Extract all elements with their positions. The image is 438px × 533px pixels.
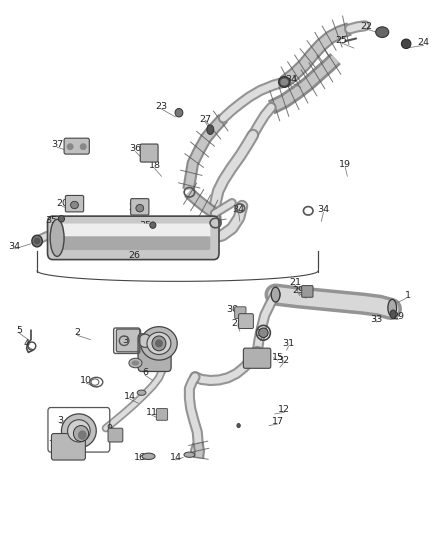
Text: 11: 11 xyxy=(145,408,158,417)
Text: 20: 20 xyxy=(128,203,140,212)
Text: 5: 5 xyxy=(16,326,22,335)
Text: 34: 34 xyxy=(233,205,245,214)
Ellipse shape xyxy=(50,219,64,256)
Ellipse shape xyxy=(80,143,87,150)
Text: 7: 7 xyxy=(49,440,54,449)
Text: 24: 24 xyxy=(417,38,430,47)
Ellipse shape xyxy=(376,27,389,37)
FancyBboxPatch shape xyxy=(56,223,210,237)
Text: 37: 37 xyxy=(51,140,63,149)
Text: 16: 16 xyxy=(134,453,146,462)
Text: 15: 15 xyxy=(272,353,284,362)
FancyBboxPatch shape xyxy=(65,196,84,212)
Text: 22: 22 xyxy=(360,22,372,31)
Text: 34: 34 xyxy=(318,205,329,214)
Text: 34: 34 xyxy=(285,75,297,84)
Text: 21: 21 xyxy=(289,278,301,287)
Text: 35: 35 xyxy=(46,216,57,225)
Ellipse shape xyxy=(58,216,64,222)
Ellipse shape xyxy=(155,340,163,348)
Ellipse shape xyxy=(279,77,290,87)
FancyBboxPatch shape xyxy=(244,348,271,368)
FancyBboxPatch shape xyxy=(156,409,168,420)
Text: 1: 1 xyxy=(405,291,411,300)
Text: 20: 20 xyxy=(57,199,68,208)
Ellipse shape xyxy=(175,109,183,117)
Text: 10: 10 xyxy=(80,376,92,385)
Text: 32: 32 xyxy=(277,356,290,365)
Ellipse shape xyxy=(280,78,288,85)
FancyBboxPatch shape xyxy=(235,307,246,318)
Ellipse shape xyxy=(67,143,74,150)
FancyBboxPatch shape xyxy=(138,334,171,372)
Ellipse shape xyxy=(258,328,268,337)
Text: 36: 36 xyxy=(129,144,141,154)
Text: 28: 28 xyxy=(232,319,244,328)
Ellipse shape xyxy=(131,360,139,366)
FancyBboxPatch shape xyxy=(302,286,313,297)
Ellipse shape xyxy=(152,336,166,351)
Ellipse shape xyxy=(271,287,280,302)
Text: 35: 35 xyxy=(139,221,151,230)
Text: 9: 9 xyxy=(106,424,112,433)
Ellipse shape xyxy=(74,425,88,441)
Text: 17: 17 xyxy=(272,417,284,426)
Ellipse shape xyxy=(142,453,155,459)
Text: 3: 3 xyxy=(122,336,128,345)
Ellipse shape xyxy=(67,419,90,442)
Text: 8: 8 xyxy=(159,347,166,356)
FancyBboxPatch shape xyxy=(64,138,89,154)
Ellipse shape xyxy=(390,310,396,318)
Text: 25: 25 xyxy=(335,36,347,45)
Ellipse shape xyxy=(150,222,156,228)
Ellipse shape xyxy=(147,332,171,354)
Text: 4: 4 xyxy=(24,339,30,348)
FancyBboxPatch shape xyxy=(51,433,85,460)
Ellipse shape xyxy=(207,125,214,134)
Text: 30: 30 xyxy=(226,305,238,314)
Text: 27: 27 xyxy=(199,115,211,124)
Text: 18: 18 xyxy=(148,161,161,170)
Text: 26: 26 xyxy=(128,252,140,261)
Ellipse shape xyxy=(401,39,411,49)
Ellipse shape xyxy=(129,358,142,368)
Text: 29: 29 xyxy=(293,286,305,295)
FancyBboxPatch shape xyxy=(108,428,123,442)
Text: 34: 34 xyxy=(8,242,21,251)
Ellipse shape xyxy=(184,452,195,457)
Text: 31: 31 xyxy=(283,339,295,348)
Text: 23: 23 xyxy=(155,102,168,111)
Polygon shape xyxy=(141,327,177,360)
FancyBboxPatch shape xyxy=(47,216,219,260)
Text: 33: 33 xyxy=(371,315,383,324)
Ellipse shape xyxy=(34,238,40,245)
Ellipse shape xyxy=(32,235,42,247)
Ellipse shape xyxy=(388,300,396,317)
Ellipse shape xyxy=(237,423,240,427)
Text: 2: 2 xyxy=(74,328,81,337)
Ellipse shape xyxy=(137,390,146,395)
Polygon shape xyxy=(61,414,96,448)
Ellipse shape xyxy=(71,201,78,209)
FancyBboxPatch shape xyxy=(56,236,210,250)
Text: 19: 19 xyxy=(339,160,351,169)
Ellipse shape xyxy=(136,205,144,212)
FancyBboxPatch shape xyxy=(239,314,253,328)
Text: 12: 12 xyxy=(278,405,290,414)
Ellipse shape xyxy=(139,334,151,348)
Text: 2: 2 xyxy=(66,421,72,430)
Text: 3: 3 xyxy=(57,416,63,425)
FancyBboxPatch shape xyxy=(131,199,149,215)
FancyBboxPatch shape xyxy=(116,329,141,352)
FancyBboxPatch shape xyxy=(140,144,158,162)
Text: 29: 29 xyxy=(392,312,404,321)
Text: 14: 14 xyxy=(124,392,136,401)
Ellipse shape xyxy=(78,430,87,440)
Text: 14: 14 xyxy=(170,453,181,462)
Text: 6: 6 xyxy=(142,368,148,377)
Text: 13: 13 xyxy=(257,329,268,338)
